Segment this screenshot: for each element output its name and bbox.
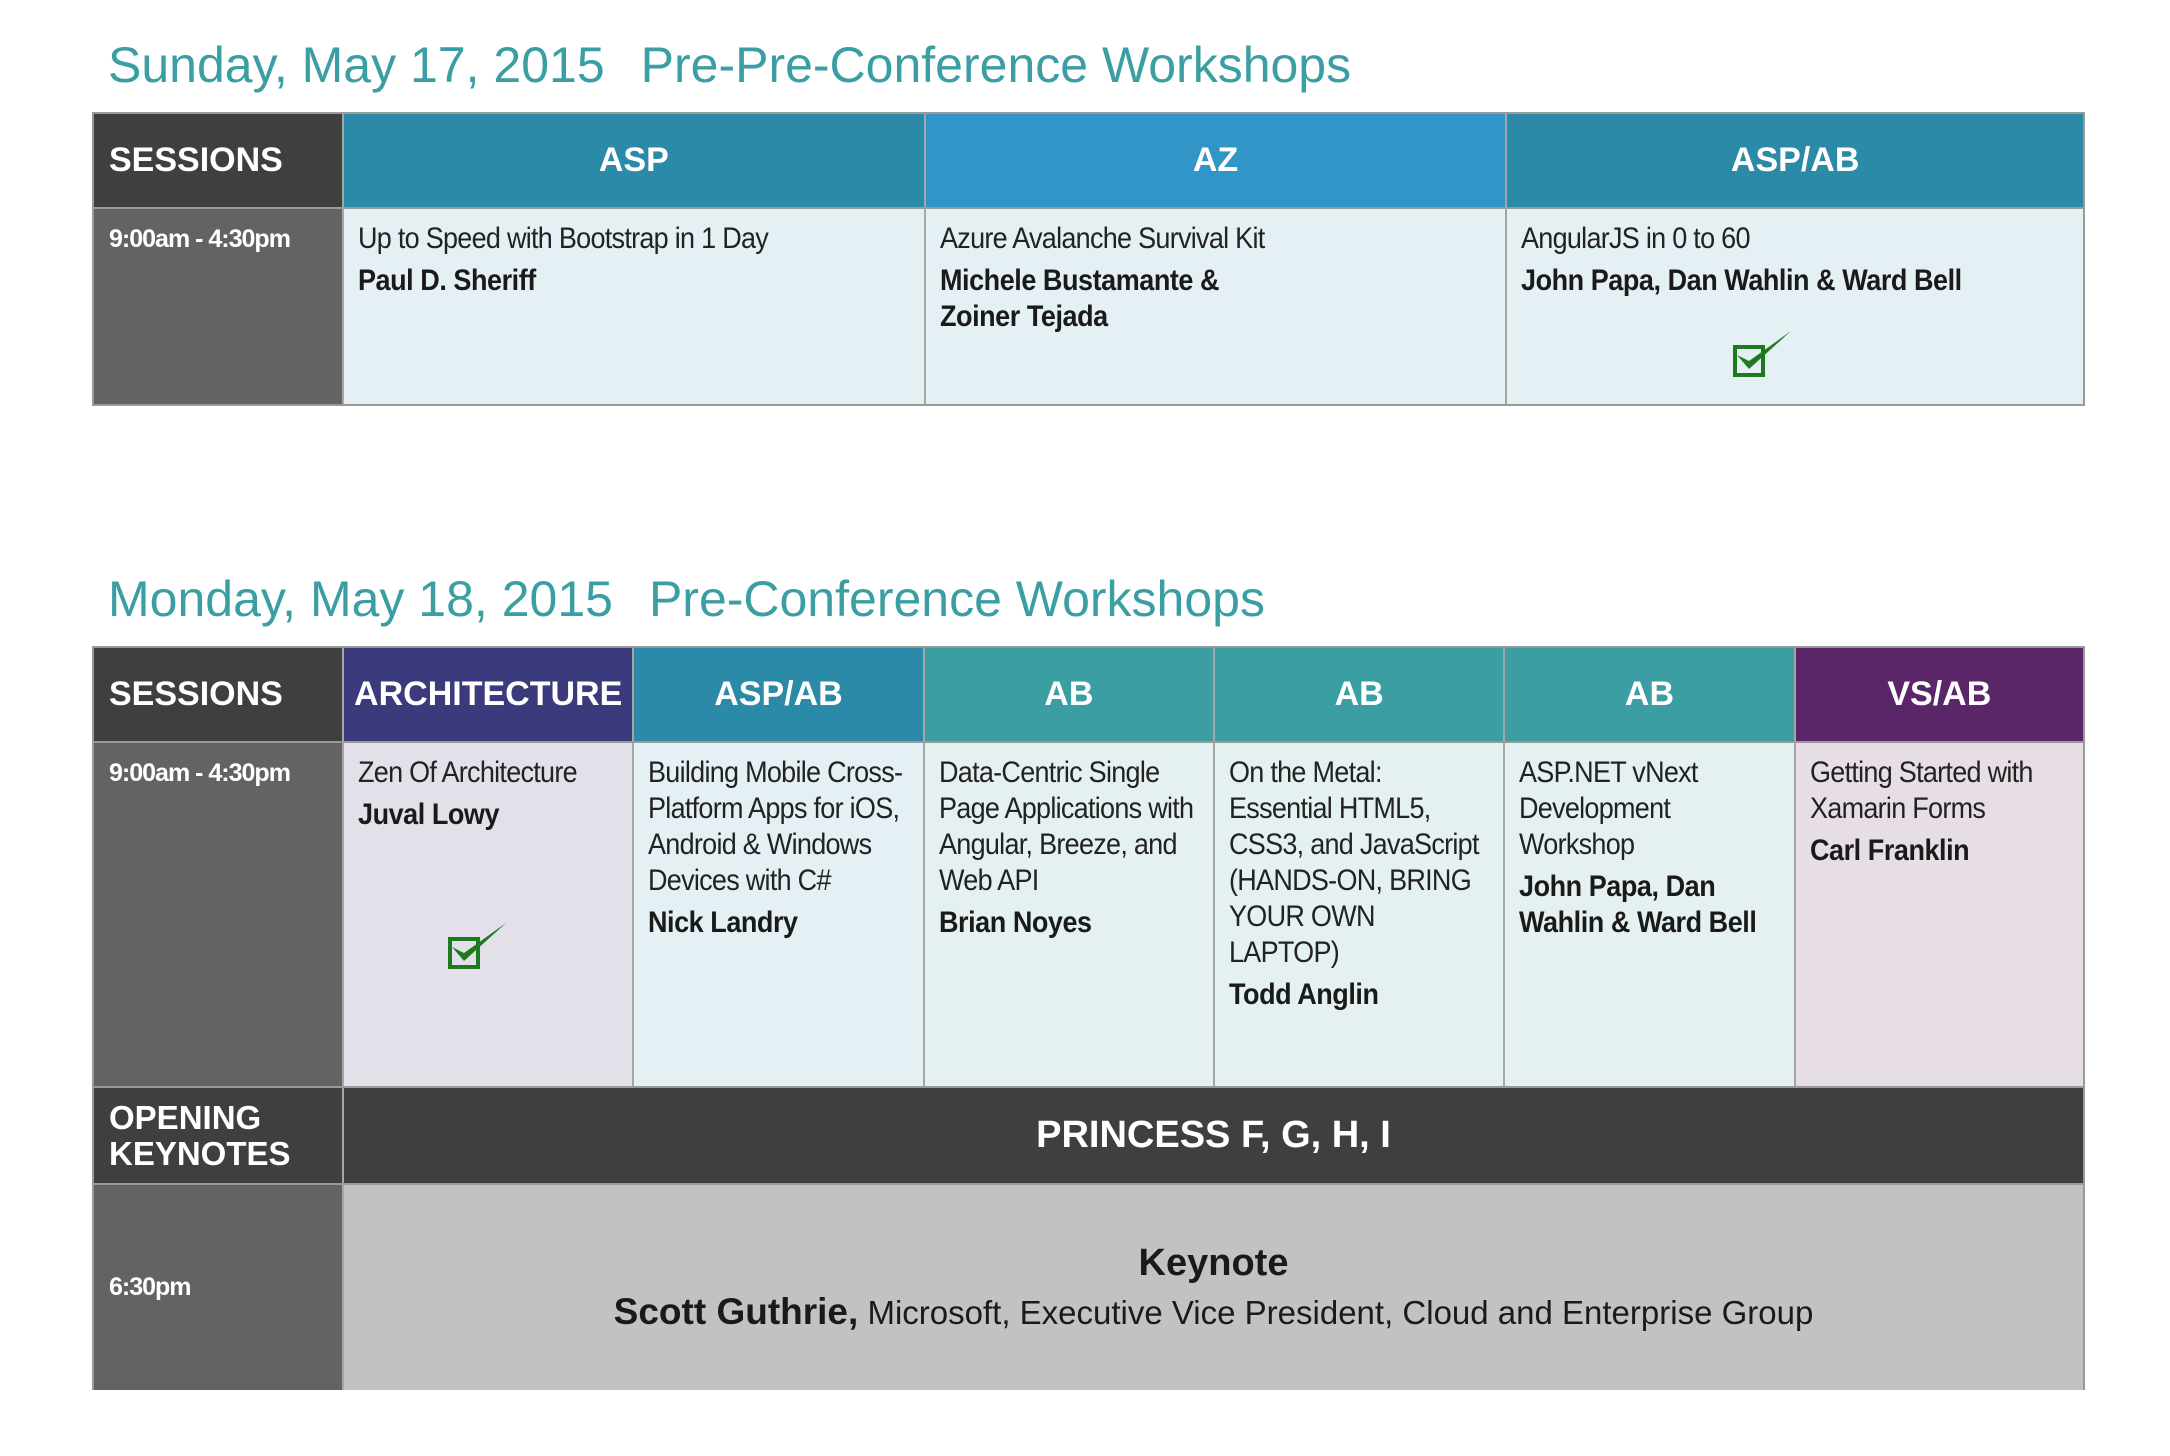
day1-subtitle: Pre-Pre-Conference Workshops xyxy=(640,37,1352,93)
keynote-header-row: OPENING KEYNOTES PRINCESS F, G, H, I xyxy=(94,1088,2083,1185)
session-title: Zen Of Architecture xyxy=(358,756,578,789)
track-header-asp-ab: ASP/AB xyxy=(1507,114,2083,209)
session-speaker: Todd Anglin xyxy=(1228,978,1379,1011)
session-cell: Building Mobile Cross-Platform Apps for … xyxy=(634,743,925,1086)
session-title: Data-Centric Single Page Applications wi… xyxy=(938,756,1194,897)
track-header-az: AZ xyxy=(925,114,1508,209)
session-time: 9:00am - 4:30pm xyxy=(94,743,344,1086)
session-speaker: Carl Franklin xyxy=(1809,834,1970,867)
day2-schedule-table: SESSIONS ARCHITECTURE ASP/AB AB AB AB VS… xyxy=(92,646,2085,1390)
day1-session-row: 9:00am - 4:30pm Up to Speed with Bootstr… xyxy=(94,209,2083,404)
keynote-cell: Keynote Scott Guthrie, Microsoft, Execut… xyxy=(344,1185,2083,1390)
track-header-asp: ASP xyxy=(344,114,926,209)
session-cell: Data-Centric Single Page Applications wi… xyxy=(924,743,1215,1086)
keynote-title: Keynote xyxy=(1138,1242,1289,1284)
day2-heading: Monday, May 18, 2015 Pre-Conference Works… xyxy=(108,570,1265,628)
session-cell: Getting Started with Xamarin Forms Carl … xyxy=(1795,743,2083,1086)
day2-date: Monday, May 18, 2015 xyxy=(108,571,613,627)
session-cell: Up to Speed with Bootstrap in 1 Day Paul… xyxy=(344,209,926,404)
session-title: Up to Speed with Bootstrap in 1 Day xyxy=(358,222,769,255)
keynote-time: 6:30pm xyxy=(94,1185,344,1390)
track-header-ab: AB xyxy=(1505,648,1796,743)
day1-date: Sunday, May 17, 2015 xyxy=(108,37,605,93)
session-cell: Zen Of Architecture Juval Lowy xyxy=(344,743,635,1086)
day2-session-row: 9:00am - 4:30pm Zen Of Architecture Juva… xyxy=(94,743,2083,1088)
opening-keynotes-label: OPENING KEYNOTES xyxy=(94,1088,344,1183)
session-cell: ASP.NET vNext Development Workshop John … xyxy=(1505,743,1796,1086)
session-title: AngularJS in 0 to 60 xyxy=(1521,222,1751,255)
track-header-vs-ab: VS/AB xyxy=(1795,648,2083,743)
track-header-ab: AB xyxy=(924,648,1215,743)
session-speaker: Brian Noyes xyxy=(938,906,1092,939)
session-speaker: Paul D. Sheriff xyxy=(358,264,536,297)
session-cell: AngularJS in 0 to 60 John Papa, Dan Wahl… xyxy=(1507,209,2083,404)
day2-header-row: SESSIONS ARCHITECTURE ASP/AB AB AB AB VS… xyxy=(94,648,2083,743)
session-speaker: Michele Bustamante & Zoiner Tejada xyxy=(939,264,1220,333)
track-header-asp-ab: ASP/AB xyxy=(634,648,925,743)
track-header-architecture: ARCHITECTURE xyxy=(344,648,635,743)
session-cell: Azure Avalanche Survival Kit Michele Bus… xyxy=(925,209,1508,404)
session-title: Getting Started with Xamarin Forms xyxy=(1809,756,2033,825)
day1-schedule-table: SESSIONS ASP AZ ASP/AB 9:00am - 4:30pm U… xyxy=(92,112,2085,406)
day1-heading: Sunday, May 17, 2015 Pre-Pre-Conference W… xyxy=(108,36,1351,94)
session-speaker: Juval Lowy xyxy=(358,798,500,831)
keynote-row: 6:30pm Keynote Scott Guthrie, Microsoft,… xyxy=(94,1185,2083,1390)
keynote-affiliation: Microsoft, Executive Vice President, Clo… xyxy=(858,1294,1814,1331)
day1-header-row: SESSIONS ASP AZ ASP/AB xyxy=(94,114,2083,209)
green-checkmark-icon xyxy=(448,923,506,969)
green-checkmark-icon xyxy=(1733,331,1792,377)
session-title: Azure Avalanche Survival Kit xyxy=(939,222,1265,255)
keynote-room: PRINCESS F, G, H, I xyxy=(344,1088,2083,1183)
session-speaker: John Papa, Dan Wahlin & Ward Bell xyxy=(1519,870,1757,939)
keynote-speaker-line: Scott Guthrie, Microsoft, Executive Vice… xyxy=(614,1291,1814,1333)
session-title: On the Metal: Essential HTML5, CSS3, and… xyxy=(1228,756,1479,969)
session-speaker: Nick Landry xyxy=(648,906,798,939)
session-cell: On the Metal: Essential HTML5, CSS3, and… xyxy=(1214,743,1506,1086)
keynote-speaker: Scott Guthrie, xyxy=(613,1291,859,1332)
session-speaker: John Papa, Dan Wahlin & Ward Bell xyxy=(1521,264,1963,297)
track-header-ab: AB xyxy=(1214,648,1506,743)
day2-subtitle: Pre-Conference Workshops xyxy=(648,571,1265,627)
session-title: Building Mobile Cross-Platform Apps for … xyxy=(648,756,903,897)
sessions-label: SESSIONS xyxy=(94,114,344,209)
session-time: 9:00am - 4:30pm xyxy=(94,209,344,404)
session-title: ASP.NET vNext Development Workshop xyxy=(1519,756,1699,861)
sessions-label: SESSIONS xyxy=(94,648,344,743)
